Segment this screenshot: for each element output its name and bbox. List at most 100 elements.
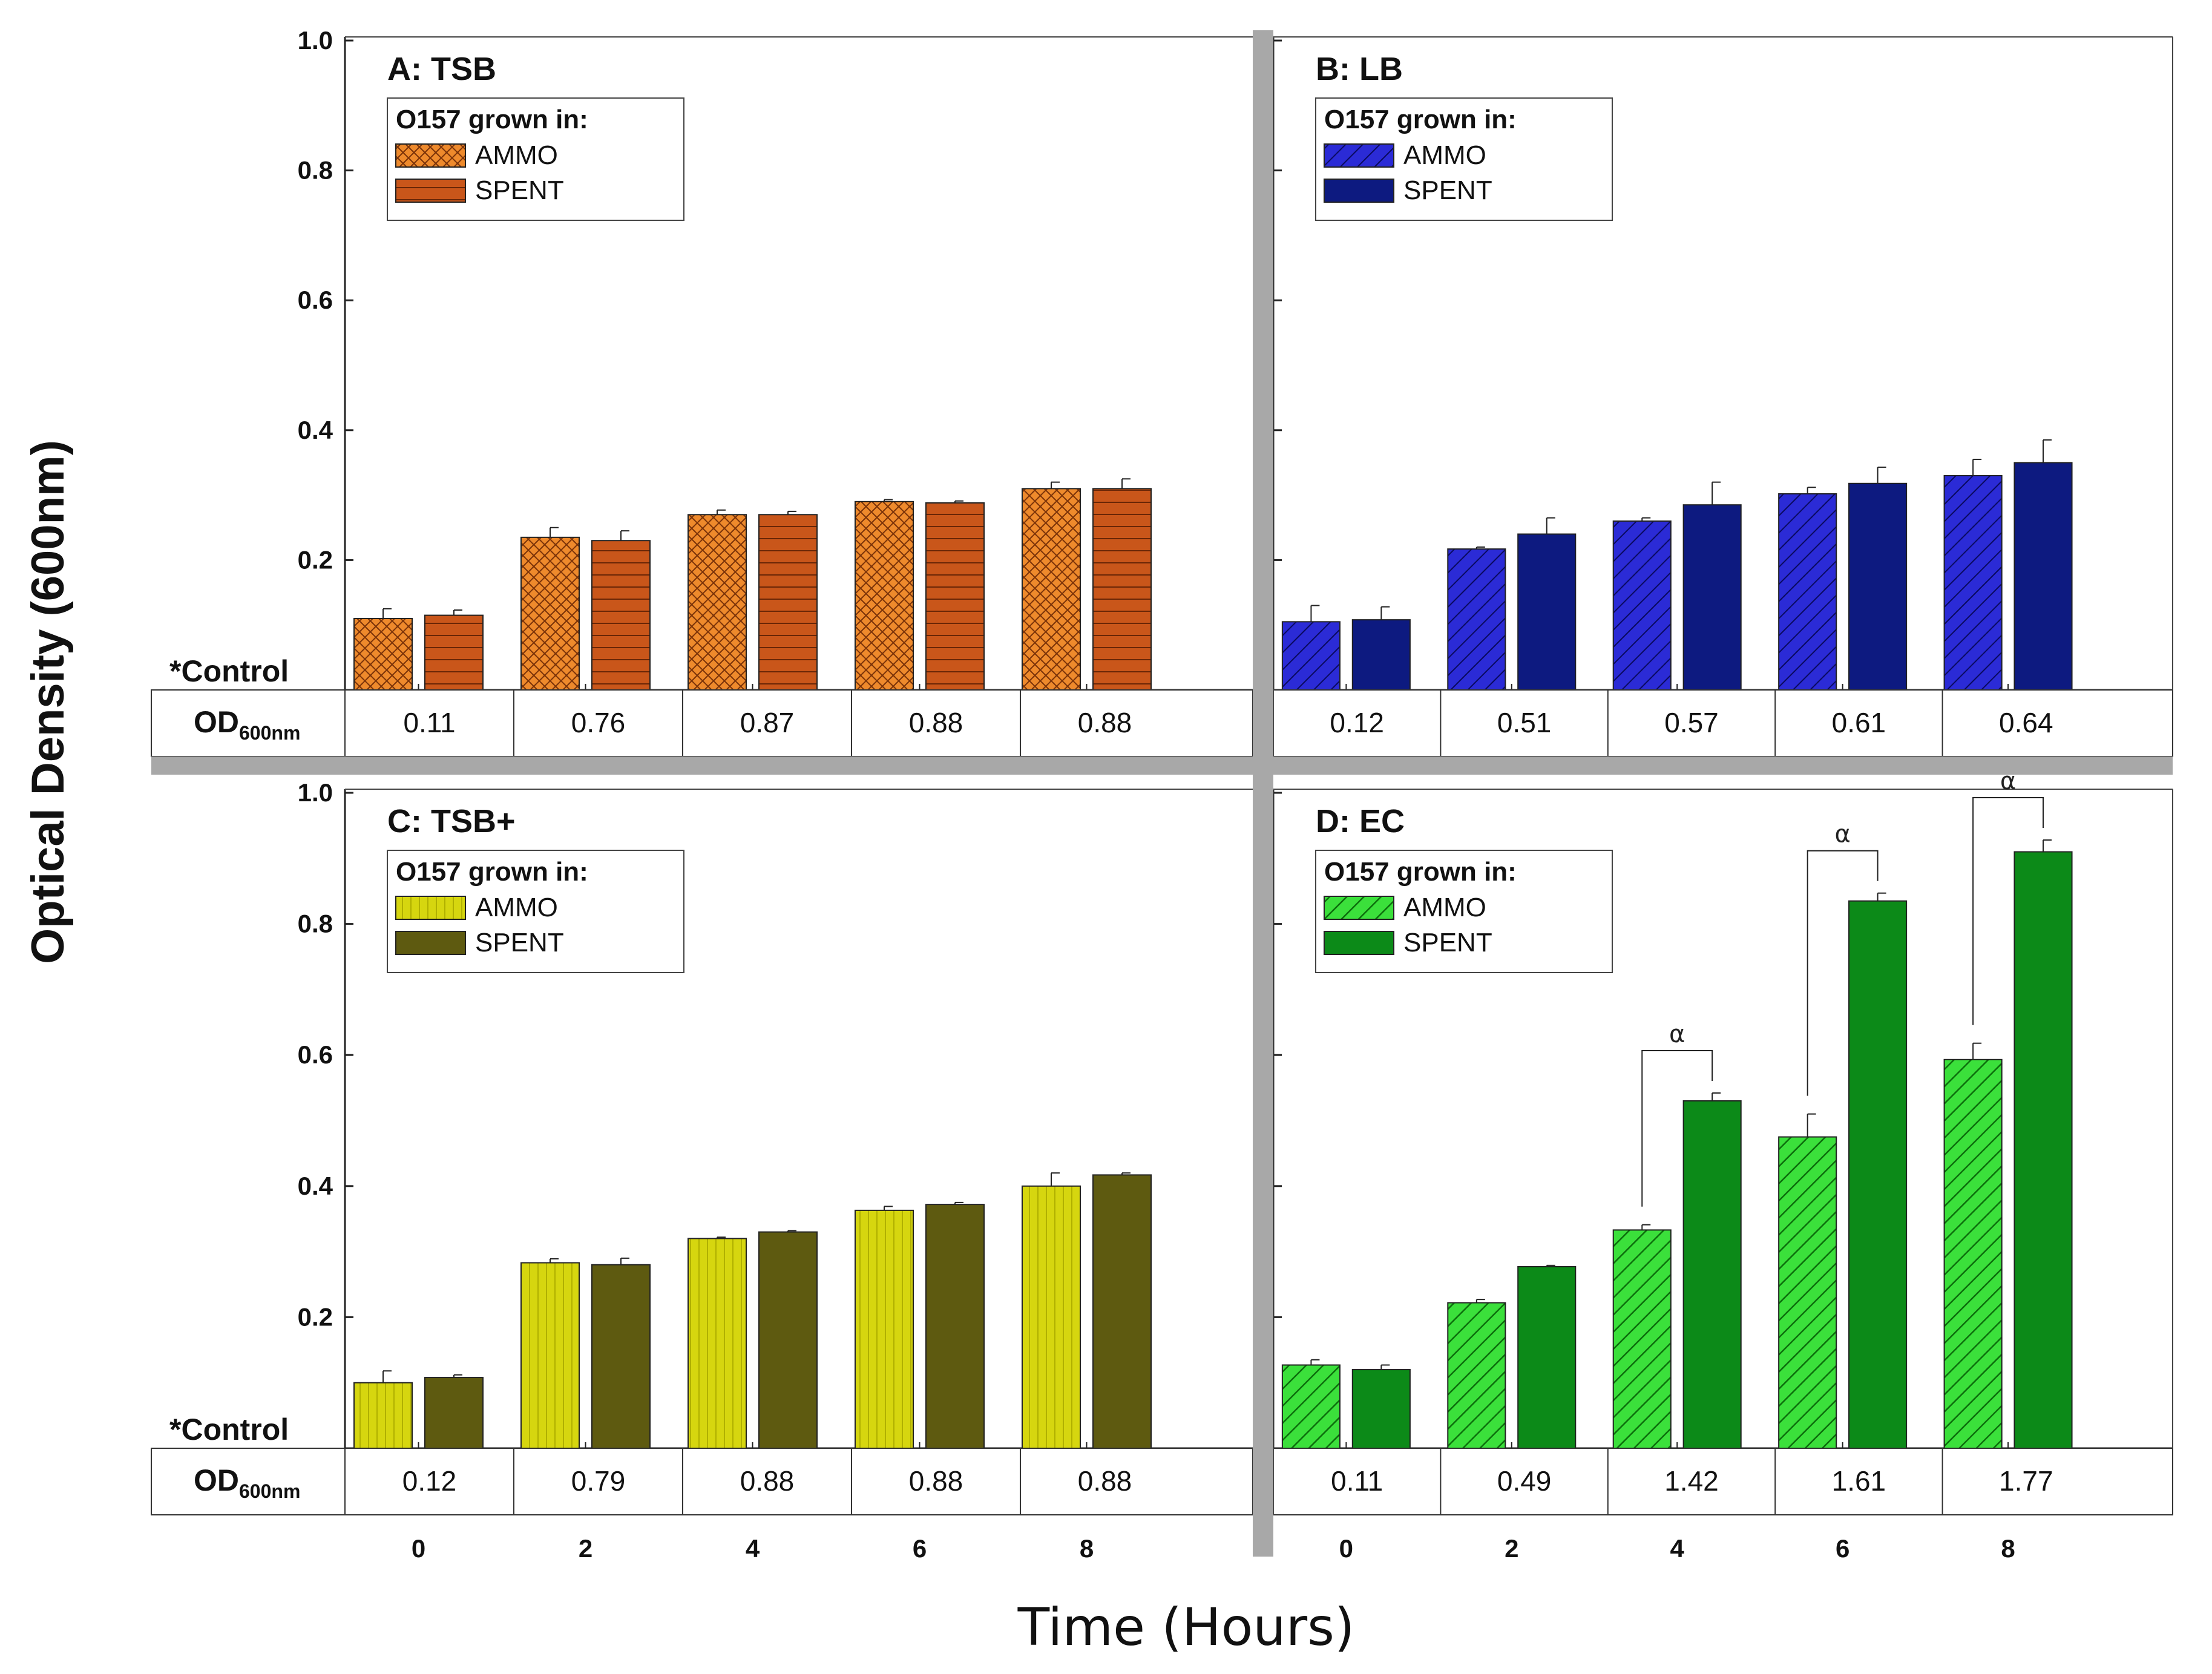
y-tick-label: 0.8 [298, 156, 333, 185]
od-value-t4: 0.88 [740, 1465, 795, 1497]
vertical-divider [1253, 30, 1273, 1557]
y-axis-title: Optical Density (600nm) [22, 440, 74, 964]
od-value-t0: 0.11 [403, 707, 455, 738]
significance-label-t4: α [1669, 1020, 1685, 1048]
bar-spent-t4 [1682, 504, 1742, 691]
y-tick-label: 1.0 [298, 26, 333, 54]
bar-spent-t8 [2013, 462, 2073, 691]
panel-title: A: TSB [387, 51, 496, 87]
legend-swatch-ammo [395, 896, 466, 920]
od-value-t2: 0.49 [1497, 1465, 1552, 1497]
panel-b-lb: B: LB O157 grown in: AMMO SPENT 0.12 0.51 0.57… [1272, 36, 2173, 757]
x-tick-label: 8 [1080, 1534, 1094, 1563]
od-value-t6: 0.88 [909, 707, 963, 738]
bar-ammo-t2 [520, 1262, 580, 1449]
legend-swatch-spent [1324, 179, 1394, 203]
control-label: *Control [169, 654, 289, 688]
legend-label-ammo: AMMO [475, 140, 558, 170]
legend-title: O157 grown in: [1324, 857, 1517, 887]
bar-ammo-t8 [1022, 1185, 1081, 1449]
x-tick-label: 4 [1670, 1534, 1685, 1563]
legend-swatch-spent [1324, 931, 1394, 955]
x-axis-title: Time (Hours) [1017, 1597, 1355, 1658]
bar-ammo-t2 [1447, 548, 1506, 691]
bar-ammo-t6 [1778, 1136, 1837, 1449]
y-tick-label: 0.2 [298, 1302, 333, 1331]
bar-spent-t4 [758, 514, 818, 691]
y-tick-label: 0.4 [298, 1172, 333, 1200]
significance-bracket-t8 [1972, 796, 2044, 1025]
od-table [151, 689, 1253, 757]
bar-spent-t2 [1517, 533, 1577, 691]
bar-ammo-t6 [1778, 493, 1837, 691]
bar-ammo-t4 [688, 1238, 747, 1449]
y-tick-label: 0.6 [298, 286, 333, 314]
bar-spent-t0 [1351, 619, 1411, 691]
od-table [1273, 689, 2173, 757]
legend-label-spent: SPENT [475, 928, 564, 957]
bar-spent-t0 [424, 614, 484, 691]
bar-spent-t6 [1848, 482, 1908, 691]
panel-title: C: TSB+ [387, 803, 516, 839]
bar-ammo-t8 [1943, 1059, 2003, 1449]
legend-label-spent: SPENT [1403, 928, 1492, 957]
od-value-t4: 0.87 [740, 707, 795, 738]
bar-ammo-t4 [1612, 520, 1672, 691]
od-value-t8: 0.88 [1078, 1465, 1132, 1497]
bar-spent-t6 [925, 502, 985, 691]
bar-spent-t2 [1517, 1266, 1577, 1449]
significance-bracket-t6 [1807, 850, 1879, 1096]
panel-a-tsb: 0.2 0.4 0.6 0.8 1.0 A: TSB O157 grown in: AMMO S… [151, 26, 1253, 757]
legend-title: O157 grown in: [1324, 105, 1517, 134]
bar-spent-t4 [1682, 1100, 1742, 1449]
bar-spent-t6 [1848, 900, 1908, 1449]
od-value-t6: 0.88 [909, 1465, 963, 1497]
bar-spent-t2 [591, 1264, 651, 1449]
significance-bracket-t4 [1641, 1050, 1713, 1207]
bar-ammo-t0 [1281, 1364, 1341, 1449]
od-value-t6: 1.61 [1832, 1465, 1886, 1497]
legend-swatch-ammo [395, 143, 466, 168]
horizontal-divider [151, 757, 2173, 775]
bar-ammo-t6 [855, 501, 914, 691]
od-row-label: OD600nm [194, 1463, 300, 1502]
od-value-t2: 0.79 [571, 1465, 626, 1497]
bar-ammo-t6 [855, 1209, 914, 1449]
legend-label-spent: SPENT [1403, 176, 1492, 205]
x-tick-label: 4 [746, 1534, 760, 1563]
bar-ammo-t0 [1281, 621, 1341, 691]
bar-spent-t8 [1092, 1174, 1152, 1449]
od-value-t8: 0.64 [1999, 707, 2053, 738]
od-table [1273, 1448, 2173, 1515]
x-tick-label: 6 [913, 1534, 927, 1563]
significance-label-t6: α [1834, 821, 1850, 848]
legend-label-spent: SPENT [475, 176, 564, 205]
bar-ammo-t2 [1447, 1302, 1506, 1449]
od-value-t0: 0.12 [402, 1465, 457, 1497]
y-tick-label: 1.0 [298, 778, 333, 807]
legend-swatch-ammo [1324, 143, 1394, 168]
od-value-t8: 1.77 [1999, 1465, 2053, 1497]
y-tick-label: 0.4 [298, 416, 333, 444]
y-tick-label: 0.8 [298, 910, 333, 938]
y-tick-label: 0.6 [298, 1040, 333, 1069]
legend-title: O157 grown in: [396, 105, 588, 134]
od-value-t4: 1.42 [1664, 1465, 1719, 1497]
bar-spent-t8 [2013, 851, 2073, 1449]
bar-spent-t0 [424, 1377, 484, 1449]
bar-ammo-t8 [1943, 474, 2003, 691]
legend-label-ammo: AMMO [1403, 893, 1486, 922]
bar-spent-t6 [925, 1204, 985, 1449]
od-row-label: OD600nm [194, 705, 300, 744]
od-value-t6: 0.61 [1832, 707, 1886, 738]
od-value-t4: 0.57 [1664, 707, 1719, 738]
x-tick-label: 2 [579, 1534, 592, 1563]
x-tick-label: 8 [2001, 1534, 2015, 1563]
od-value-t0: 0.11 [1331, 1465, 1383, 1497]
bar-spent-t4 [758, 1231, 818, 1449]
bar-ammo-t2 [520, 536, 580, 691]
legend-swatch-ammo [1324, 896, 1394, 920]
legend-label-ammo: AMMO [1403, 140, 1486, 170]
